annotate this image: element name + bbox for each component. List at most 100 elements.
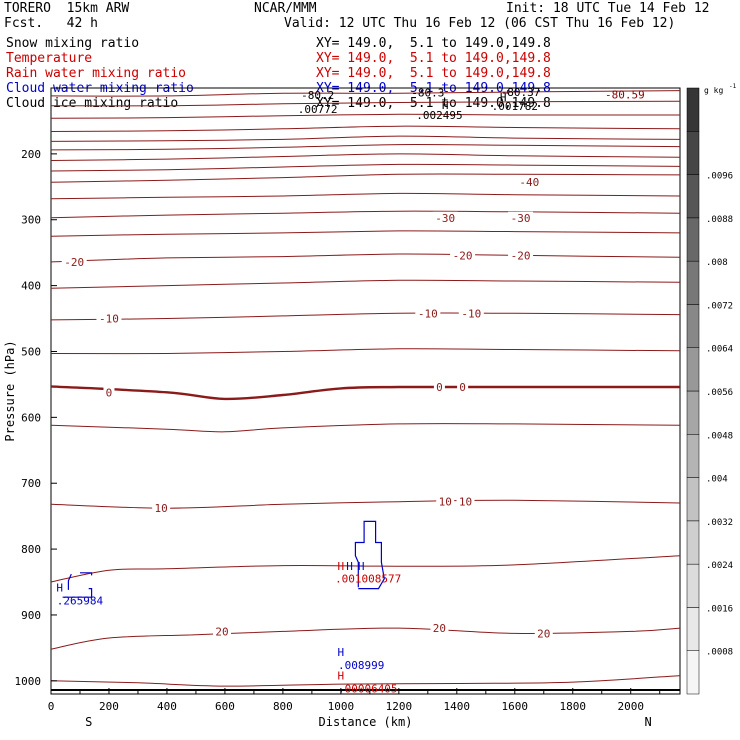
high-marker: H — [338, 560, 345, 573]
x-tick-label: 0 — [48, 700, 55, 713]
temperature-contour — [50, 230, 681, 237]
y-tick-label: 300 — [21, 214, 41, 227]
y-tick-label: 800 — [21, 543, 41, 556]
colorbar-tick-label: .0064 — [706, 345, 733, 355]
contour-label: 20 — [433, 622, 446, 635]
contour-label: 10 — [439, 496, 452, 509]
colorbar-unit: g kg — [704, 86, 723, 95]
temperature-contour — [50, 555, 681, 583]
right-end-label: N — [644, 715, 651, 729]
x-axis-title: Distance (km) — [319, 715, 413, 729]
extremum-label: -80.59 — [605, 89, 645, 102]
y-tick-label: 1000 — [15, 675, 42, 688]
legend-label-rain: Rain water mixing ratio — [6, 66, 187, 81]
y-tick-label: 500 — [21, 345, 41, 358]
org-title: NCAR/MMM — [254, 1, 317, 16]
extremum-label: .002495 — [416, 109, 462, 122]
x-tick-label: 1400 — [444, 700, 471, 713]
colorbar-tick-label: .0088 — [706, 215, 733, 225]
colorbar-cell — [686, 304, 700, 348]
max-value-label: .001008577 — [335, 573, 401, 586]
contour-label: -40 — [519, 176, 539, 189]
temperature-contour — [50, 192, 681, 200]
temperature-contour — [50, 627, 681, 650]
y-tick-label: 900 — [21, 609, 41, 622]
temperature-contour — [50, 499, 681, 509]
forecast-hour: Fcst. 42 h — [4, 16, 98, 31]
model-title: TORERO 15km ARW — [4, 1, 130, 16]
x-tick-label: 200 — [99, 700, 119, 713]
colorbar-cell — [686, 131, 700, 175]
legend-xy-rain: XY= 149.0, 5.1 to 149.0,149.8 — [316, 66, 551, 81]
contour-label: 20 — [215, 625, 228, 638]
plot-frame — [50, 87, 681, 695]
contour-label-bg — [96, 312, 122, 325]
valid-time: Valid: 12 UTC Thu 16 Feb 12 (06 CST Thu … — [284, 16, 676, 31]
temperature-contour — [50, 279, 681, 289]
legend-label-temperature: Temperature — [6, 51, 93, 66]
colorbar-tick-label: .0072 — [706, 301, 733, 311]
contour-label: -10 — [461, 307, 481, 320]
extremum-label: -80.37 — [501, 86, 541, 99]
extremum-label: .00772 — [298, 103, 338, 116]
colorbar-tick-label: .0016 — [706, 604, 733, 614]
contour-label-bg — [415, 307, 441, 320]
contour-label-bg — [508, 249, 534, 262]
high-marker: H — [500, 91, 507, 104]
contour-label-bg — [61, 255, 87, 268]
colorbar-cell — [686, 607, 700, 651]
extremum-label: -80.2 — [301, 89, 334, 102]
max-value-label: .008999 — [338, 659, 384, 672]
cloud-water-contour — [354, 520, 385, 590]
contour-label-bg — [456, 495, 475, 508]
temperature-contour — [50, 125, 681, 132]
contour-label-bg — [436, 495, 455, 508]
left-end-label: S — [85, 715, 92, 729]
temperature-contour — [50, 153, 681, 161]
contour-label-bg — [516, 176, 542, 189]
contour-label: -30 — [435, 212, 455, 225]
contour-label: -10 — [418, 307, 438, 320]
temperature-contour — [50, 113, 681, 119]
max-value-label: .00006405 — [338, 683, 398, 696]
colorbar-tick-label: .008 — [706, 258, 728, 268]
colorbar-cell — [686, 434, 700, 478]
x-tick-label: 2000 — [617, 700, 644, 713]
legend-label-snow: Snow mixing ratio — [6, 36, 140, 51]
contour-label-bg — [508, 211, 534, 224]
cloud-water-contour — [62, 588, 93, 598]
high-marker: H — [338, 646, 345, 659]
colorbar-tick-label: .0096 — [706, 172, 733, 182]
colorbar-cell — [686, 260, 700, 305]
colorbar-cell — [686, 87, 700, 132]
contour-label-bg — [534, 627, 553, 640]
contour-label: -10 — [99, 313, 119, 326]
contour-label: 0 — [459, 381, 466, 394]
colorbar-tick-label: .0056 — [706, 388, 733, 398]
colorbar-cell — [686, 347, 700, 392]
extremum-label: .001782 — [492, 100, 538, 113]
x-tick-label: 400 — [157, 700, 177, 713]
high-marker: H — [346, 560, 353, 573]
y-tick-label: 400 — [21, 280, 41, 293]
colorbar-tick-label: .0008 — [706, 648, 733, 658]
high-marker: H — [358, 560, 365, 573]
contour-label-bg — [457, 381, 469, 394]
cloud-water-contour — [80, 572, 93, 576]
temperature-contour — [50, 348, 681, 355]
legend-xy-cloud-ice: XY= 149.0, 5.1 to 149.0,149.8 — [316, 96, 551, 111]
colorbar-tick-label: .0024 — [706, 561, 733, 571]
temperature-contour — [50, 210, 681, 219]
init-time: Init: 18 UTC Tue 14 Feb 12 — [506, 1, 710, 16]
max-value-label: .265984 — [57, 594, 104, 607]
colorbar-cell — [686, 390, 700, 435]
contour-label-bg — [103, 386, 115, 399]
y-axis-title: Pressure (hPa) — [3, 340, 17, 441]
extremum-label: -80.3 — [411, 87, 444, 100]
contour-label: -20 — [511, 249, 531, 262]
legend-label-cloud-ice: Cloud ice mixing ratio — [6, 96, 179, 111]
temperature-contour — [50, 163, 681, 172]
colorbar-tick-label: .0032 — [706, 518, 733, 528]
contour-label: 0 — [106, 386, 113, 399]
